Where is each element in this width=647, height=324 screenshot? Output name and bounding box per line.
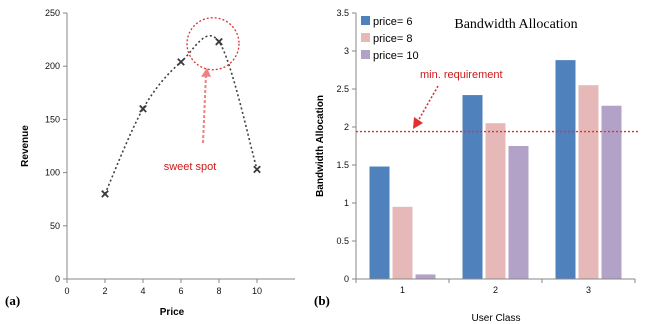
- revenue-data-point: [139, 104, 147, 113]
- bandwidth-y-tick-label: 2: [344, 122, 349, 132]
- bandwidth-bar: [415, 274, 436, 279]
- legend-swatch: [361, 33, 370, 42]
- bandwidth-bar: [555, 60, 576, 280]
- revenue-x-tick-label: 2: [102, 286, 107, 296]
- legend-swatch: [361, 50, 370, 59]
- revenue-x-tick-label: 10: [252, 286, 262, 296]
- revenue-data-point: [177, 58, 185, 66]
- panel-label-a: (a): [5, 293, 20, 308]
- bandwidth-bar: [369, 166, 390, 279]
- bandwidth-bar: [601, 105, 622, 279]
- bandwidth-bar: [578, 85, 599, 279]
- bandwidth-bar: [462, 95, 483, 279]
- bandwidth-chart-title: Bandwidth Allocation: [454, 17, 577, 32]
- panel-label-b: (b): [314, 293, 330, 308]
- revenue-data-point: [215, 37, 223, 46]
- sweet-spot-highlight-circle: [186, 17, 240, 71]
- bandwidth-bar: [508, 146, 529, 279]
- sweet-spot-arrow-head: [201, 67, 211, 77]
- revenue-x-tick-label: 0: [64, 286, 69, 296]
- min-requirement-arrow-shaft: [417, 85, 439, 122]
- min-requirement-label: min. requirement: [420, 69, 503, 81]
- revenue-x-tick-label: 8: [216, 286, 221, 296]
- bandwidth-y-tick-label: 0: [344, 274, 349, 284]
- sweet-spot-label: sweet spot: [164, 161, 217, 173]
- revenue-x-axis-label: Price: [160, 307, 185, 318]
- revenue-data-point: [101, 190, 109, 198]
- revenue-y-tick-label: 0: [55, 274, 60, 284]
- min-requirement-arrow-head: [413, 117, 423, 129]
- bandwidth-y-tick-label: 0.5: [336, 236, 349, 246]
- revenue-data-point: [253, 165, 261, 174]
- bandwidth-category-label: 3: [586, 285, 591, 295]
- sweet-spot-arrow-shaft: [202, 73, 207, 144]
- bandwidth-bar: [392, 206, 413, 279]
- revenue-y-tick-label: 250: [45, 8, 60, 18]
- legend-label: price= 6: [373, 16, 412, 28]
- revenue-y-tick-label: 150: [45, 114, 60, 124]
- bandwidth-bar: [485, 123, 506, 279]
- bandwidth-x-axis-label: User Class: [472, 313, 521, 324]
- revenue-x-tick-label: 6: [178, 286, 183, 296]
- revenue-y-tick-label: 200: [45, 61, 60, 71]
- legend-swatch: [361, 16, 370, 25]
- legend-label: price= 8: [373, 33, 412, 45]
- legend-label: price= 10: [373, 50, 419, 62]
- bandwidth-y-tick-label: 1.5: [336, 160, 349, 170]
- revenue-x-tick-label: 4: [140, 286, 145, 296]
- revenue-y-tick-label: 100: [45, 168, 60, 178]
- bandwidth-y-tick-label: 2.5: [336, 84, 349, 94]
- bandwidth-y-tick-label: 1: [344, 198, 349, 208]
- bandwidth-chart: 0 0.5 1 1.5 2 2.5 3 3.5 1 2 3 min. requirement pri…: [314, 8, 640, 324]
- bandwidth-category-label: 1: [400, 285, 405, 295]
- revenue-y-axis-label: Revenue: [20, 125, 31, 167]
- bandwidth-y-tick-label: 3: [344, 46, 349, 56]
- bandwidth-y-axis-label: Bandwidth Allocation: [315, 95, 326, 197]
- bandwidth-category-label: 2: [493, 285, 498, 295]
- bandwidth-y-tick-label: 3.5: [336, 8, 349, 18]
- revenue-y-tick-label: 50: [50, 221, 60, 231]
